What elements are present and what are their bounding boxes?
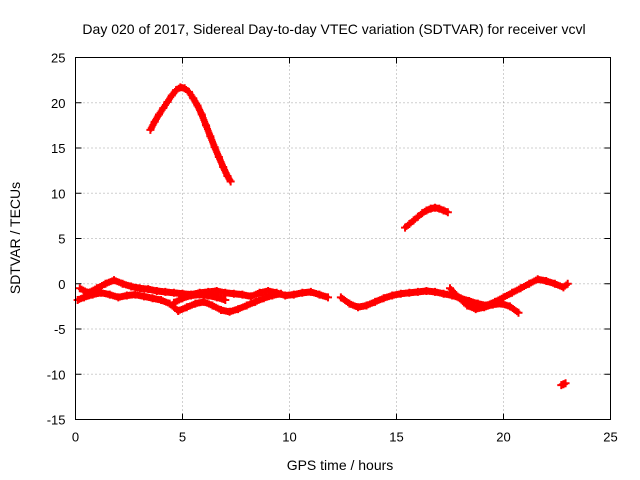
data-point <box>514 308 523 317</box>
data-points <box>73 83 572 390</box>
y-tick-label: 20 <box>51 96 65 111</box>
x-tick-label: 10 <box>282 430 296 445</box>
y-tick-label: -10 <box>47 367 66 382</box>
series-arc-9 <box>557 379 570 390</box>
data-point <box>563 279 572 288</box>
axis-ticks: 0 5 10 15 20 25 -15 -10 -5 0 5 10 15 20 25 <box>47 51 618 445</box>
data-point <box>221 296 230 305</box>
y-tick-label: 25 <box>51 51 65 66</box>
x-tick-label: 0 <box>72 430 79 445</box>
series-arc-2 <box>401 203 452 232</box>
data-point <box>226 177 235 186</box>
series-arc-8 <box>446 284 523 317</box>
y-tick-label: -5 <box>54 322 66 337</box>
y-tick-label: 5 <box>58 232 65 247</box>
x-tick-label: 15 <box>389 430 403 445</box>
series-arc-4 <box>73 288 183 315</box>
x-tick-label: 20 <box>496 430 510 445</box>
series-arc-1 <box>146 83 235 186</box>
series-arc-7 <box>336 275 572 312</box>
y-tick-label: 15 <box>51 141 65 156</box>
plot-frame <box>75 57 611 420</box>
y-tick-label: -15 <box>47 413 66 428</box>
series-arc-5 <box>174 289 285 316</box>
x-tick-label: 5 <box>179 430 186 445</box>
y-tick-label: 10 <box>51 186 65 201</box>
data-point <box>561 379 570 388</box>
y-axis-label: SDTVAR / TECUs <box>7 182 23 294</box>
data-point <box>443 208 452 217</box>
y-tick-label: 0 <box>58 277 65 292</box>
x-axis-label: GPS time / hours <box>287 457 394 473</box>
chart-title: Day 020 of 2017, Sidereal Day-to-day VTE… <box>82 21 585 37</box>
data-point <box>276 289 285 298</box>
series-arc-6 <box>169 290 230 307</box>
grid <box>75 57 611 420</box>
data-point <box>324 293 333 302</box>
x-tick-label: 25 <box>603 430 617 445</box>
